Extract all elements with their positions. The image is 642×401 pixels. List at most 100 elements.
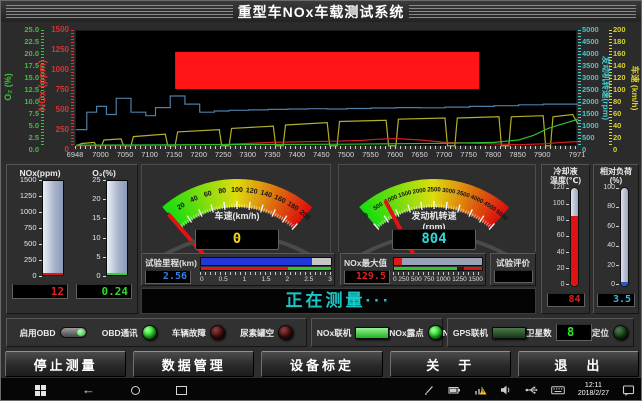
axis-tick-label: 25.0 <box>24 25 39 34</box>
status-item: 卫星数 8 <box>526 324 592 341</box>
scale-tick-label: 2.5 <box>304 276 314 283</box>
nox-axis-tickmarks <box>71 30 74 146</box>
axis-tick-label: 20.0 <box>24 49 39 58</box>
status-label: GPS联机 <box>452 327 488 338</box>
data-management-button[interactable]: 数据管理 <box>133 351 255 377</box>
rpm-axis-tickmarks <box>578 30 581 146</box>
scale-labels: 0 250 500 750 1000 1250 1500 <box>393 275 483 284</box>
axis-tick-label: 1500 <box>51 25 69 34</box>
speaker-icon[interactable] <box>500 384 512 396</box>
x-axis-tick-label: 7000 <box>92 150 109 159</box>
speed-axis-ticks: 200 180 160 140 120 100 80 60 40 20 0 <box>613 26 631 154</box>
axis-tick-label: 12.5 <box>24 85 39 94</box>
thermo-title: 冷却液 温度(℃) <box>549 167 581 185</box>
status-label: 尿素罐空 <box>240 327 275 338</box>
status-group-obd: 启用OBD OBD通讯 车辆故障 尿素罐空 <box>6 318 307 347</box>
speed-axis-tickmarks <box>609 30 612 146</box>
thermo-tick-label: 60 <box>553 232 569 239</box>
exit-button[interactable]: 退 出 <box>517 351 640 377</box>
status-label: 启用OBD <box>19 327 56 338</box>
usb-icon[interactable] <box>525 384 538 396</box>
axis-tick-label: 17.5 <box>24 61 39 70</box>
axis-tick-label: 22.5 <box>24 37 39 46</box>
tank-tick-label: 20 <box>81 195 106 203</box>
x-axis-tick-label: 7500 <box>337 150 355 159</box>
thermo-tick-label: 0 <box>603 281 619 288</box>
axis-tick-label: 160 <box>613 49 626 58</box>
obd-enable-toggle[interactable] <box>59 327 87 338</box>
x-axis-tick-label: 7300 <box>239 150 257 159</box>
taskbar-clock[interactable]: 12:11 2018/2/27 <box>578 382 609 399</box>
thermo-fill <box>570 216 578 286</box>
tank-tick-label: 1250 <box>17 192 42 200</box>
battery-icon[interactable] <box>448 384 461 396</box>
threshold-segment <box>457 267 464 270</box>
device-calibration-button[interactable]: 设备标定 <box>261 351 383 377</box>
axis-tick-label: 200 <box>613 25 626 34</box>
thermo-body: 120 100 80 60 40 20 0 <box>553 184 579 288</box>
gauge-tick-label: 0 <box>364 212 371 219</box>
scale-tick-label: 0.5 <box>218 276 228 283</box>
pen-icon[interactable] <box>423 384 435 396</box>
status-led-rect <box>491 326 526 339</box>
tank-tick-label: 500 <box>17 240 42 248</box>
axis-tick-label: 4500 <box>582 37 599 46</box>
thermo-digital-display: 84 <box>546 293 585 307</box>
back-arrow-icon[interactable]: ← <box>82 382 95 397</box>
thermo-tick-label: 40 <box>553 249 569 256</box>
task-view-icon[interactable] <box>176 385 187 395</box>
tank-tick-label: 1500 <box>17 176 42 184</box>
thermo-scale: 120 100 80 60 40 20 0 <box>553 184 570 288</box>
thermo-tick-label: 20 <box>553 265 569 272</box>
thermo-scale: 100 80 60 40 20 0 <box>603 184 620 288</box>
gauge-tick-label: 20 <box>176 202 186 212</box>
tank-body: 25 20 15 10 5 0 <box>81 176 128 280</box>
scale-tick-label: 1000 <box>436 276 451 283</box>
thermo-tick-label: 80 <box>603 203 619 210</box>
coolant-temperature-gauge: 冷却液 温度(℃) 120 100 80 60 40 20 0 84 <box>541 164 590 314</box>
x-axis-tickmarks <box>75 146 577 149</box>
windows-start-icon[interactable] <box>35 384 46 396</box>
tank-title: O₂(%) <box>92 168 116 178</box>
evaluation-display <box>494 270 533 283</box>
series-o2 <box>75 118 579 146</box>
rpm-gauge-dial: 0 500 1000 1500 2000 2500 3000 3500 4000 4500 5000… <box>339 165 535 272</box>
speed-axis-label: 车速 (km/h) <box>630 65 640 111</box>
axis-tick-label: 1250 <box>51 45 69 54</box>
status-indicator-row: 启用OBDOBD通讯车辆故障尿素罐空NOx联机NOx露点NOx故障GPS联机卫星… <box>6 318 638 347</box>
touch-keyboard-icon[interactable] <box>551 384 565 396</box>
gauge-tick-label: 1000 <box>384 194 399 205</box>
network-warning-icon[interactable] <box>474 384 487 396</box>
tank-digital-display: 12 <box>12 284 68 299</box>
taskbar-left: ← <box>35 382 187 397</box>
thermo-tick-label: 80 <box>553 216 569 223</box>
trend-plot <box>75 30 579 147</box>
cortana-circle-icon[interactable] <box>131 385 140 395</box>
axis-tick-label: 5000 <box>582 25 599 34</box>
rpm-gauge: 0 500 1000 1500 2000 2500 3000 3500 4000 4500 5000… <box>338 164 536 272</box>
thermo-tick-label: 120 <box>553 184 569 191</box>
action-center-icon[interactable] <box>622 384 635 397</box>
thermo-body: 100 80 60 40 20 0 <box>603 184 629 288</box>
threshold-segment <box>394 267 458 270</box>
axis-tick-label: 15.0 <box>24 73 39 82</box>
title-bar: 重型车NOx车载测试系统 <box>1 1 641 22</box>
tank-tick-label: 15 <box>81 214 106 222</box>
thermo-tube <box>620 187 629 287</box>
status-message: 正在测量··· <box>141 288 536 314</box>
axis-tick-label: 20 <box>613 133 622 142</box>
progress-fill <box>201 258 312 265</box>
tank-tick-label: 0 <box>81 271 106 280</box>
gauge-tick-label: 4000 <box>469 194 484 205</box>
scale-tick-label: 1 <box>242 276 247 283</box>
thermo-tick-label: 60 <box>603 223 619 230</box>
stop-measure-button[interactable]: 停止测量 <box>5 351 127 377</box>
gauge-tick-label: 120 <box>245 187 258 196</box>
about-button[interactable]: 关 于 <box>389 351 511 377</box>
threshold-bar <box>200 267 332 271</box>
status-label: 定位 <box>591 327 609 338</box>
x-axis-tick-label: 7200 <box>190 150 207 159</box>
threshold-bar <box>393 267 483 271</box>
tank-scale: 1500 1250 1000 750 500 250 0 <box>17 176 42 280</box>
status-label: NOx露点 <box>389 327 424 338</box>
